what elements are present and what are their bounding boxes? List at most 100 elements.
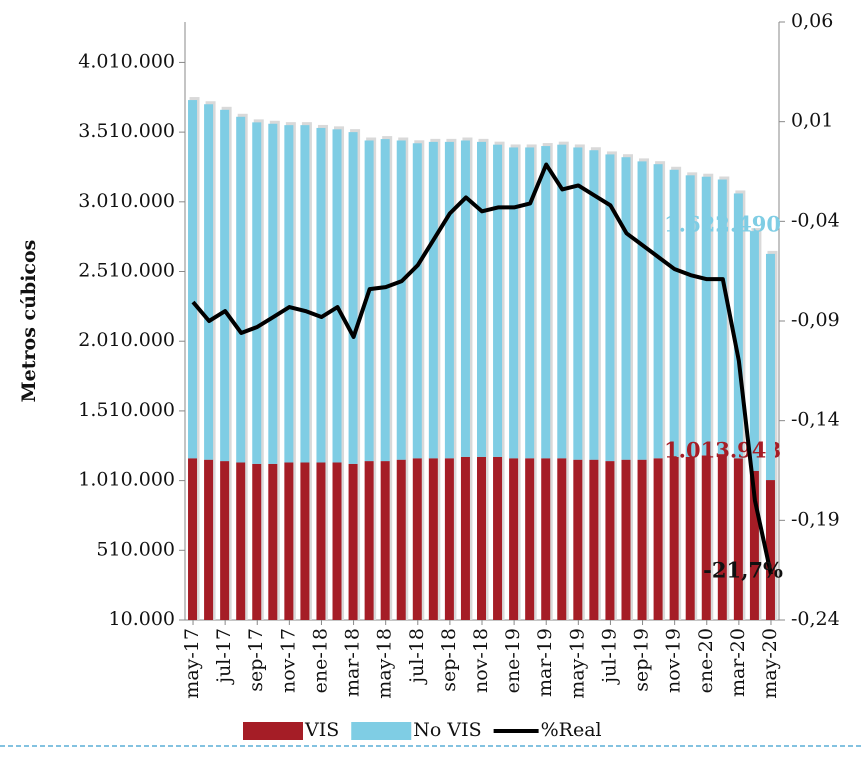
x-tick-label: sep-18 <box>438 628 460 692</box>
bar <box>701 176 711 456</box>
bar <box>669 169 679 457</box>
y-axis-label: Metros cúbicos <box>18 240 40 403</box>
bar <box>477 456 486 620</box>
y2-tick-label: -0,14 <box>791 409 840 431</box>
x-tick-label: may-19 <box>566 628 588 699</box>
bar <box>252 463 262 620</box>
x-tick-label: jul-18 <box>406 628 428 685</box>
bar <box>733 193 743 459</box>
bar <box>525 458 535 620</box>
bar <box>685 175 695 457</box>
x-tick-label: jul-17 <box>213 628 235 685</box>
bar <box>717 179 727 455</box>
bar <box>509 147 519 459</box>
bar <box>444 458 454 620</box>
x-tick-label: sep-19 <box>631 628 653 692</box>
bar <box>573 147 583 460</box>
value-label: 1.622.490 <box>664 211 781 236</box>
y-tick-label: 2.010.000 <box>78 329 175 351</box>
bar <box>396 459 406 620</box>
y2-tick-label: -0,24 <box>791 608 840 630</box>
legend-label: No VIS <box>413 719 481 741</box>
line <box>191 162 773 575</box>
legend-label: VIS <box>304 719 339 741</box>
bar <box>396 140 406 460</box>
bar <box>412 143 422 459</box>
x-tick-label: ene-19 <box>502 628 524 693</box>
bar <box>749 470 759 620</box>
y-tick-label: 2.510.000 <box>78 260 175 282</box>
bar <box>460 456 470 620</box>
x-tick-label: sep-17 <box>245 628 267 692</box>
bar <box>669 456 679 620</box>
bar <box>605 154 615 462</box>
bar <box>749 231 759 471</box>
bar <box>348 463 358 620</box>
bar <box>268 123 278 464</box>
bar <box>332 129 342 463</box>
legend-label: %Real <box>541 719 602 741</box>
bar <box>444 141 454 459</box>
bar <box>589 150 599 460</box>
x-tick-label: may-18 <box>374 628 396 699</box>
bar <box>188 100 198 459</box>
value-label: -21,7% <box>703 558 783 583</box>
bar <box>284 462 294 620</box>
bar <box>380 139 390 462</box>
y-tick-label: 510.000 <box>96 538 175 560</box>
y2-tick-label: 0,06 <box>791 10 833 32</box>
x-tick-label: mar-18 <box>342 628 364 697</box>
bar <box>348 132 358 464</box>
bar <box>589 459 599 620</box>
bar <box>316 127 326 463</box>
y2-tick-label: -0,19 <box>791 508 840 530</box>
bar <box>236 116 246 463</box>
bar <box>765 253 775 481</box>
bar <box>300 462 310 620</box>
y-tick-label: 1.510.000 <box>78 399 175 421</box>
bar <box>637 459 647 620</box>
bar <box>637 161 647 460</box>
x-tick-label: nov-19 <box>663 628 685 693</box>
bar <box>380 461 390 620</box>
bar <box>685 456 695 620</box>
bar <box>204 459 214 620</box>
bar <box>284 125 294 463</box>
bar <box>300 125 310 463</box>
bar <box>220 109 230 462</box>
bar <box>653 164 663 459</box>
bar <box>236 462 246 620</box>
bar <box>332 462 342 620</box>
bar <box>188 458 198 620</box>
bar <box>605 461 615 620</box>
bar <box>733 458 743 620</box>
bar <box>701 455 711 620</box>
y-tick-label: 3.510.000 <box>78 120 175 142</box>
bar <box>541 146 551 459</box>
bar <box>220 461 230 620</box>
bar <box>525 147 535 459</box>
x-tick-label: may-17 <box>181 628 203 699</box>
y-tick-label: 4.010.000 <box>78 50 175 72</box>
bar <box>477 141 486 457</box>
y-tick-label: 10.000 <box>109 608 175 630</box>
x-tick-label: ene-18 <box>309 628 331 693</box>
bar <box>717 454 727 620</box>
bar <box>252 122 262 464</box>
y2-tick-label: -0,04 <box>791 209 840 231</box>
x-tick-label: jul-19 <box>598 628 620 685</box>
y-tick-label: 3.010.000 <box>78 190 175 212</box>
legend-swatch <box>243 722 303 740</box>
bar <box>557 144 567 459</box>
bar <box>428 141 438 459</box>
bar <box>621 459 631 620</box>
bar <box>364 140 374 462</box>
bar <box>428 458 438 620</box>
x-tick-label: mar-19 <box>534 628 556 697</box>
bar <box>493 456 503 620</box>
y2-tick-label: -0,09 <box>791 309 840 331</box>
x-tick-label: nov-17 <box>277 628 299 693</box>
value-label: 1.013.948 <box>664 438 781 463</box>
bar <box>364 461 374 620</box>
